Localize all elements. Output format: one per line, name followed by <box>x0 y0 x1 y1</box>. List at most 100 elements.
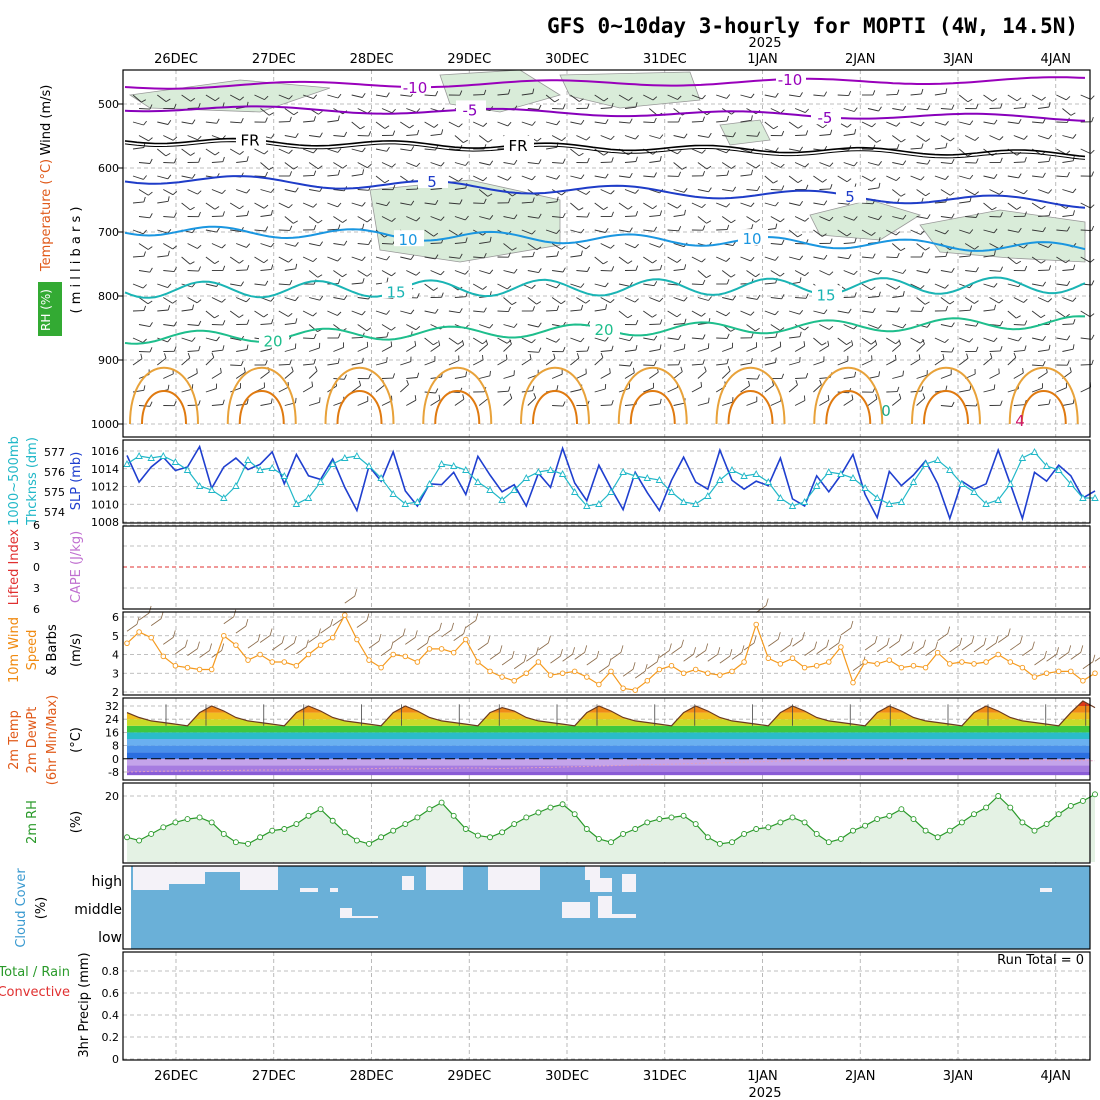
wind-barb-flag <box>924 301 930 305</box>
thickness-point <box>546 466 555 473</box>
wind-barb <box>1038 349 1050 352</box>
wind-barb-flag <box>538 347 542 353</box>
rh-shade-4 <box>719 119 771 146</box>
wind-barb <box>333 162 344 169</box>
wind10-barb <box>417 642 428 651</box>
wind10-barb-flag <box>1092 654 1096 662</box>
rh2m-point <box>450 812 457 819</box>
wind-barb-flag <box>701 203 706 208</box>
wind-barb-flag <box>435 388 439 394</box>
wind-barb-flag <box>975 158 979 164</box>
wind-barb-flag <box>507 121 512 127</box>
temp-band <box>127 719 1090 726</box>
rh2m-point <box>269 827 276 834</box>
ptick-800: 800 <box>98 290 119 303</box>
wind-barb <box>351 362 363 366</box>
wind-barb-flag <box>149 267 153 273</box>
wind-barb-flag <box>198 211 201 217</box>
wind-barb <box>618 202 629 210</box>
wind10-barb-flag <box>656 654 660 662</box>
wind-barb <box>746 162 757 169</box>
wind-barb-flag <box>780 163 785 168</box>
wind-barb <box>983 309 995 312</box>
wind-barb <box>163 189 174 196</box>
wind-barb-flag <box>464 270 469 275</box>
isotherm-5 <box>124 175 1086 209</box>
wind-barb-flag <box>489 160 494 166</box>
wind-barb <box>497 390 509 393</box>
wind-barb <box>552 270 564 273</box>
wind-barb <box>424 94 436 97</box>
thickness-point <box>655 476 664 483</box>
wind-barb <box>302 386 313 393</box>
wind-barb <box>794 216 806 222</box>
wind-barb-flag <box>853 161 858 167</box>
wind-barb <box>1037 243 1049 249</box>
wind-barb <box>861 175 872 182</box>
rh2m-point <box>729 839 735 846</box>
thickness-point <box>909 478 918 485</box>
wind-barb <box>788 229 798 238</box>
wind10-barb-flag <box>281 635 285 644</box>
wind-barb-flag <box>653 360 657 366</box>
wind10-point <box>934 649 941 656</box>
diurnal-contour <box>825 390 872 425</box>
wind-barb <box>600 189 611 195</box>
wind-barb-flag <box>221 189 226 194</box>
rh2m-point <box>680 812 687 819</box>
wind-barb <box>375 175 385 184</box>
thickness-point <box>849 474 857 481</box>
wind-barb <box>327 310 338 316</box>
wind-barb-flag <box>610 135 615 140</box>
isotherm-10 <box>124 225 1086 252</box>
wind-barb-flag <box>487 139 493 143</box>
thickness-point <box>643 474 652 481</box>
wind-barb <box>892 343 901 352</box>
isotherm-label: -5 <box>463 101 478 119</box>
wind-barb-flag <box>189 261 195 265</box>
wind-barb-flag <box>366 327 372 332</box>
wind-barb-flag <box>920 176 925 181</box>
wind10-point <box>983 659 989 665</box>
wind10-barb <box>671 646 682 655</box>
date-top-3JAN: 3JAN <box>943 52 974 67</box>
wind-barb <box>551 373 563 379</box>
wind-barb <box>910 121 922 127</box>
wind-barb-flag <box>991 207 997 211</box>
wind-barb <box>205 202 216 210</box>
wind-barb-flag <box>1024 211 1027 217</box>
wind-barb-flag <box>586 346 590 352</box>
wind-barb-flag <box>508 386 511 392</box>
wind-barb <box>132 175 144 180</box>
wind-barb-flag <box>295 263 298 269</box>
wind-barb <box>497 175 508 181</box>
wind-barb <box>892 243 901 251</box>
wind-barb-flag <box>1023 298 1028 303</box>
wind-barb <box>934 283 946 289</box>
wind-barb-flag <box>270 398 273 404</box>
wind-barb <box>697 402 709 406</box>
wind-barb-flag <box>560 300 566 305</box>
wind-barb-flag <box>149 158 153 164</box>
date-bottom-4JAN: 4JAN <box>1041 1069 1072 1084</box>
wind-barb <box>205 357 215 366</box>
wind-barb-flag <box>635 102 638 108</box>
wind-barb <box>691 386 702 393</box>
wind-barb <box>964 297 975 304</box>
cloud-gap <box>622 874 636 892</box>
wind-barb-flag <box>392 373 396 379</box>
wind-barb-flag <box>726 333 730 339</box>
wind-barb-flag <box>312 203 318 208</box>
isotherm-FR <box>124 137 1086 158</box>
wind-barb <box>624 349 636 352</box>
wind-barb-flag <box>708 132 712 138</box>
wind-barb-flag <box>538 159 542 165</box>
thickness-point <box>764 478 773 485</box>
wind10-barb <box>1094 657 1100 662</box>
wind-barb-flag <box>659 319 663 325</box>
wind-barb-flag <box>198 320 202 326</box>
wind-barb <box>545 121 557 126</box>
wind-barb <box>983 337 995 343</box>
diurnal-contour <box>617 367 688 425</box>
wind-barb-flag <box>483 253 487 258</box>
